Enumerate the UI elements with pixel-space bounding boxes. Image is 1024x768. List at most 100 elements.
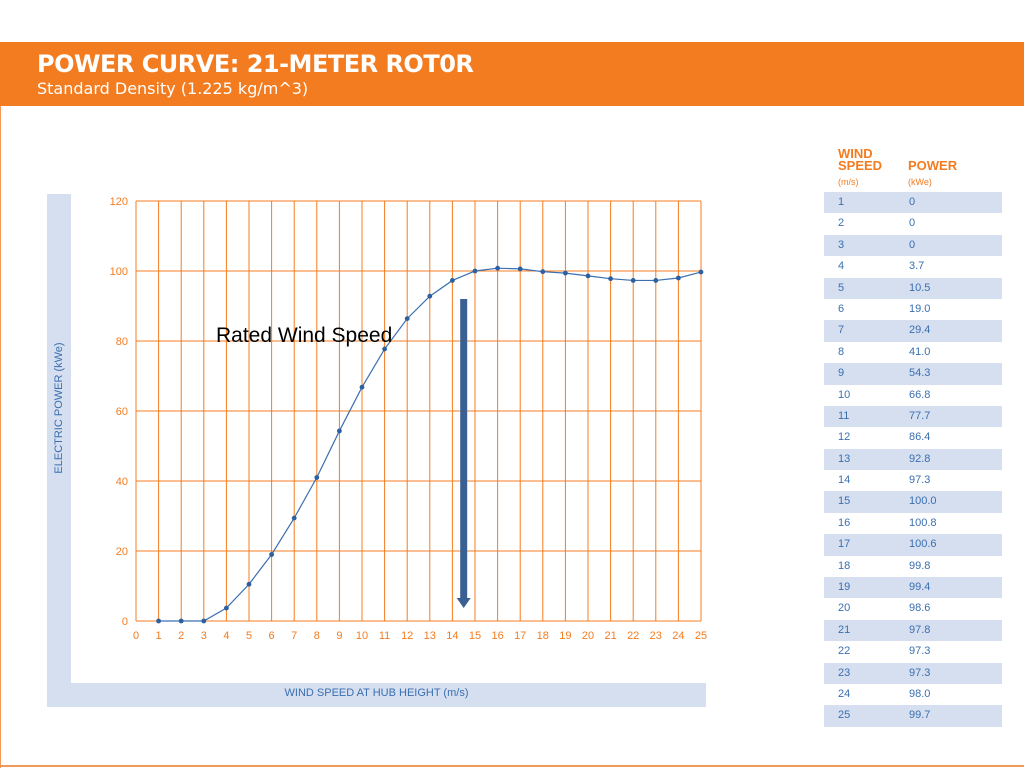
table-cell-power: 100.8 [909, 516, 937, 529]
table-cell-power: 10.5 [909, 281, 931, 294]
table-row: 21 97.8 [824, 619, 1002, 642]
table-row: 25 99.7 [824, 705, 1002, 727]
table-cell-wind-speed: 13 [838, 452, 851, 465]
table-cell-wind-speed: 11 [838, 409, 850, 422]
table-cell-wind-speed: 22 [838, 645, 851, 658]
frame-border-left [0, 42, 1, 768]
x-tick-label: 17 [514, 630, 526, 642]
x-tick-label: 7 [291, 630, 297, 642]
table-cell-power: 100.6 [909, 538, 937, 551]
data-point [314, 475, 320, 480]
table-row: 15 100.0 [824, 491, 1002, 513]
y-tick-label: 20 [116, 546, 128, 558]
table-cell-wind-speed: 8 [838, 345, 845, 358]
data-point [450, 278, 455, 283]
x-tick-label: 5 [246, 630, 252, 642]
frame-border-bottom [0, 765, 1024, 767]
x-tick-label: 16 [491, 630, 503, 642]
data-point [291, 515, 297, 521]
table-row: 11 77.7 [824, 405, 1002, 428]
table-row: 13 92.8 [824, 448, 1002, 471]
table-row: 12 86.4 [824, 427, 1002, 448]
table-cell-wind-speed: 4 [838, 260, 845, 273]
table-row: 5 10.5 [824, 277, 1002, 299]
data-point [246, 581, 252, 587]
x-tick-label: 6 [269, 630, 275, 642]
data-point [178, 618, 184, 624]
table-cell-wind-speed: 6 [838, 302, 845, 315]
table-cell-power: 99.7 [909, 709, 931, 722]
table-cell-power: 86.4 [909, 431, 931, 444]
data-point [427, 293, 433, 299]
x-tick-label: 24 [672, 630, 684, 642]
x-axis-title: WIND SPEED AT HUB HEIGHT (m/s) [284, 687, 469, 699]
table-cell-wind-speed: 20 [838, 602, 851, 615]
table-unit-power: (kWe) [908, 177, 932, 187]
table-row: 14 97.3 [824, 470, 1002, 491]
table-cell-power: 99.8 [909, 559, 931, 572]
y-tick-label: 80 [116, 336, 128, 348]
x-tick-label: 22 [627, 630, 639, 642]
table-cell-wind-speed: 24 [838, 687, 851, 700]
x-tick-label: 2 [178, 630, 184, 642]
table-row: 9 54.3 [824, 363, 1002, 385]
table-cell-power: 29.4 [909, 324, 931, 337]
data-point [517, 266, 523, 272]
table-cell-wind-speed: 7 [838, 324, 845, 337]
table-cell-power: 97.3 [909, 474, 931, 487]
x-tick-label: 9 [336, 630, 342, 642]
table-cell-power: 97.8 [909, 623, 931, 636]
data-point [563, 270, 568, 276]
table-cell-power: 0 [909, 238, 916, 251]
table-cell-wind-speed: 9 [838, 367, 845, 380]
x-tick-label: 21 [604, 630, 616, 642]
y-tick-label: 40 [116, 476, 128, 488]
table-row: 20 98.6 [824, 598, 1002, 619]
x-tick-label: 15 [469, 630, 481, 642]
table-cell-power: 77.7 [909, 409, 931, 422]
x-tick-label: 13 [424, 630, 436, 642]
x-tick-label: 23 [650, 630, 662, 642]
table-row: 10 66.8 [824, 385, 1002, 406]
table-cell-wind-speed: 5 [838, 281, 845, 294]
y-tick-label: 60 [116, 406, 128, 418]
power-table: 1 0 2 0 3 0 4 3.7 5 10.5 6 19.0 7 29.4 8 41.0 9 54.3 10 66.… [824, 192, 1002, 727]
table-row: 18 99.8 [824, 556, 1002, 577]
table-cell-power: 97.3 [909, 666, 931, 679]
page-title: POWER CURVE: 21-METER ROT0R [37, 50, 474, 78]
table-cell-power: 97.3 [909, 645, 931, 658]
table-cell-wind-speed: 16 [838, 516, 851, 529]
table-cell-power: 66.8 [909, 388, 931, 401]
table-cell-wind-speed: 12 [838, 431, 851, 444]
x-tick-label: 14 [446, 630, 458, 642]
data-point [495, 265, 500, 271]
table-row: 16 100.8 [824, 513, 1002, 534]
table-header-power: POWER [908, 158, 958, 173]
chart-plot-background [71, 194, 706, 683]
table-cell-wind-speed: 3 [838, 238, 845, 251]
table-row: 7 29.4 [824, 320, 1002, 342]
data-point [156, 618, 162, 624]
table-cell-power: 98.0 [909, 687, 931, 700]
table-header-wind-line1: WIND [838, 146, 873, 161]
rated-speed-arrow-head [456, 598, 471, 608]
table-unit-wind: (m/s) [838, 177, 859, 187]
table-row: 23 97.3 [824, 662, 1002, 684]
x-tick-label: 19 [559, 630, 571, 642]
table-cell-wind-speed: 15 [838, 495, 851, 508]
table-row: 24 98.0 [824, 684, 1002, 705]
table-row: 8 41.0 [824, 342, 1002, 363]
data-point [540, 269, 546, 275]
x-tick-label: 20 [582, 630, 594, 642]
data-point [201, 618, 207, 624]
table-cell-power: 54.3 [909, 367, 931, 380]
x-tick-label: 25 [695, 630, 707, 642]
table-cell-power: 98.6 [909, 602, 931, 615]
x-tick-label: 8 [314, 630, 320, 642]
table-cell-wind-speed: 10 [838, 388, 851, 401]
y-tick-label: 0 [122, 616, 128, 628]
data-point [653, 278, 659, 283]
